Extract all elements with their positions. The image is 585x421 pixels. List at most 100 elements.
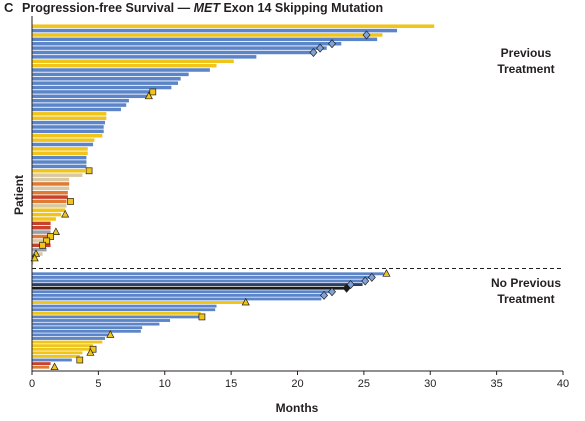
patient-bar <box>32 351 83 355</box>
patient-bar <box>32 208 66 212</box>
x-tick-label: 30 <box>424 378 436 390</box>
x-axis-label: Months <box>276 401 319 415</box>
patient-bar <box>32 68 210 72</box>
patient-bar <box>32 147 88 151</box>
patient-bar <box>32 272 384 276</box>
patient-bar <box>32 103 127 107</box>
x-tick-label: 25 <box>358 378 370 390</box>
patient-bar <box>32 63 217 68</box>
patient-bar <box>32 112 107 116</box>
censor-markers <box>30 30 391 371</box>
patient-bar <box>32 50 314 55</box>
x-tick-label: 5 <box>95 378 101 390</box>
x-tick-label: 0 <box>29 378 35 390</box>
panel-letter: C <box>4 0 14 15</box>
patient-bar <box>32 195 68 199</box>
patient-bar <box>32 142 94 147</box>
bars-no-previous-treatment <box>32 272 384 369</box>
square-marker <box>39 241 46 249</box>
patient-bar <box>32 55 257 59</box>
triangle-marker <box>382 269 391 277</box>
group-label-previous-line1: Previous <box>501 46 552 60</box>
patient-bar <box>32 28 398 33</box>
patient-bar <box>32 212 62 217</box>
x-tick-label: 20 <box>291 378 303 390</box>
patient-bar <box>32 41 342 46</box>
chart-title: Progression-free Survival — MET Exon 14 … <box>22 1 383 15</box>
patient-bar <box>32 182 70 186</box>
patient-bar <box>32 199 67 204</box>
patient-bar <box>32 85 172 90</box>
triangle-marker <box>241 297 250 306</box>
patient-bar <box>32 107 121 112</box>
square-marker <box>43 237 50 245</box>
group-label-no-previous-line2: Treatment <box>497 292 554 306</box>
patient-bar <box>32 261 34 265</box>
patient-bar <box>32 290 334 294</box>
x-tick-label: 15 <box>225 378 237 390</box>
patient-bar <box>32 311 201 315</box>
patient-bar <box>32 322 160 326</box>
patient-bar <box>32 177 70 182</box>
triangle-marker <box>106 330 115 338</box>
patient-bar <box>32 81 179 85</box>
patient-bar <box>32 226 51 230</box>
diamond-marker <box>328 287 336 297</box>
patient-bar <box>32 354 80 358</box>
square-marker <box>149 88 157 96</box>
y-axis-label: Patient <box>12 175 26 215</box>
chart-title-prefix: Progression-free Survival — <box>22 1 194 15</box>
patient-bar <box>32 301 246 304</box>
patient-bar <box>32 217 56 221</box>
patient-bar <box>32 116 107 120</box>
patient-bar <box>32 151 88 156</box>
patient-bar <box>32 160 87 164</box>
square-marker <box>76 356 84 364</box>
patient-bar <box>32 365 50 369</box>
patient-bar <box>32 279 368 283</box>
patient-bar <box>32 329 141 333</box>
patient-bar <box>32 234 51 239</box>
patient-bar <box>32 308 216 312</box>
patient-bar <box>32 59 234 63</box>
patient-bar <box>32 304 217 308</box>
patient-bar <box>32 138 95 142</box>
patient-bar <box>32 98 129 103</box>
patient-bar <box>32 77 181 81</box>
patient-bar <box>32 337 106 340</box>
x-tick-label: 40 <box>557 378 569 390</box>
patient-bar <box>32 283 363 287</box>
square-marker <box>198 313 206 321</box>
patient-bar <box>32 344 94 348</box>
patient-bar <box>32 347 92 351</box>
patient-bar <box>32 247 47 252</box>
triangle-marker <box>51 227 60 235</box>
square-marker <box>47 233 54 240</box>
patient-bar <box>32 94 149 99</box>
patient-bar <box>32 33 383 37</box>
patient-bar <box>32 286 347 290</box>
patient-bar <box>32 362 51 366</box>
patient-bar <box>32 186 70 191</box>
patient-bar <box>32 358 72 362</box>
triangle-marker <box>50 362 59 371</box>
patient-bar <box>32 333 111 337</box>
patient-bar <box>32 319 171 322</box>
patient-bar <box>32 204 67 208</box>
diamond-marker <box>342 283 351 293</box>
x-axis-ticks: 0 5 10 15 20 25 30 35 40 <box>29 371 569 390</box>
patient-bar <box>32 72 189 77</box>
patient-bar <box>32 239 51 243</box>
patient-bar <box>32 155 87 160</box>
x-tick-label: 35 <box>491 378 503 390</box>
patient-bar <box>32 37 378 42</box>
triangle-marker <box>86 348 95 356</box>
triangle-marker <box>61 209 70 218</box>
diamond-marker <box>362 30 371 40</box>
chart-title-gene: MET <box>193 1 220 15</box>
patient-bar <box>32 340 103 344</box>
patient-bar <box>32 133 103 138</box>
diamond-marker <box>367 272 376 282</box>
patient-bar <box>32 297 322 301</box>
